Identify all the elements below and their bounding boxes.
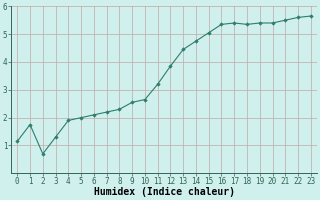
X-axis label: Humidex (Indice chaleur): Humidex (Indice chaleur)	[93, 187, 235, 197]
